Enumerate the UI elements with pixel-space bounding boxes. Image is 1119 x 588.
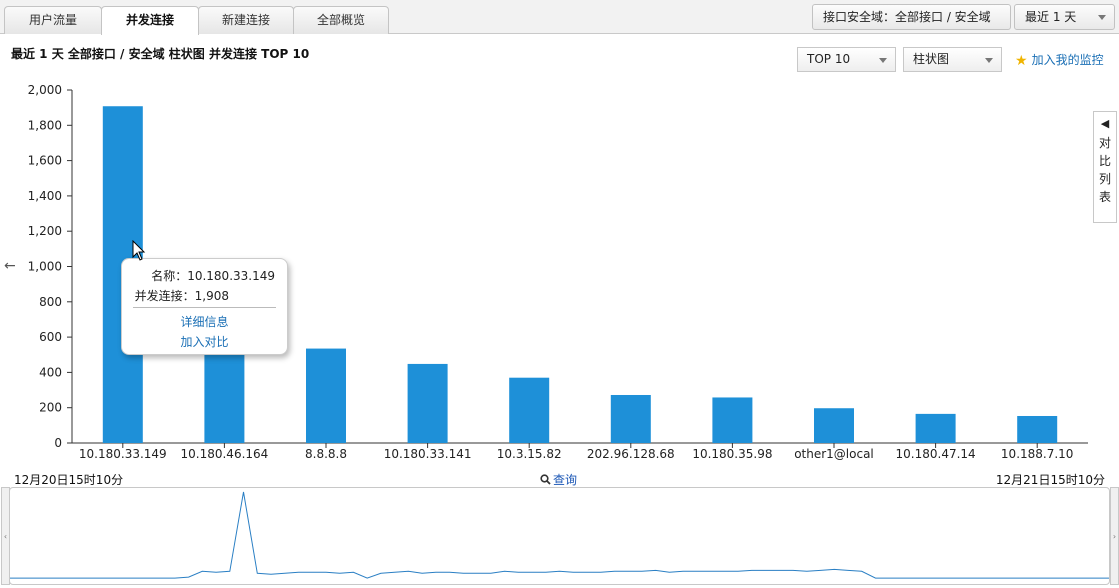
tab-user-traffic[interactable]: 用户流量 [4, 6, 102, 34]
collapse-left-icon: ◀ [1100, 117, 1110, 130]
y-tick-label: 1,000 [28, 260, 62, 274]
top-tab-bar: 用户流量 并发连接 新建连接 全部概览 接口安全域：全部接口 / 安全域 最近 … [0, 0, 1119, 35]
time-range-label: 最近 1 天 [1025, 10, 1077, 24]
tab-overview[interactable]: 全部概览 [293, 6, 389, 34]
chevron-down-icon [879, 58, 887, 63]
compare-panel-char: 列 [1098, 172, 1111, 186]
top-n-select[interactable]: TOP 10 [797, 47, 896, 72]
y-tick-label: 0 [54, 436, 62, 450]
interface-domain-label: 接口安全域：全部接口 / 安全域 [823, 10, 991, 24]
compare-panel-char: 对 [1098, 136, 1111, 150]
x-tick-label: other1@local [794, 447, 874, 461]
bar-chart: 0 200 400 600 800 1,000 1,200 1,400 1,600 1,800 2,… [28, 83, 1088, 461]
detail-info-link[interactable]: 详细信息 [180, 315, 229, 329]
add-compare-link[interactable]: 加入对比 [180, 335, 229, 349]
back-arrow-icon[interactable]: ← [4, 258, 16, 274]
query-button[interactable]: 查询 [540, 471, 577, 488]
search-icon [540, 474, 551, 485]
y-tick-label: 200 [39, 401, 62, 415]
x-tick-label: 202.96.128.68 [587, 447, 675, 461]
tab-new-connections[interactable]: 新建连接 [198, 6, 294, 34]
y-tick-label: 800 [39, 295, 62, 309]
compare-panel-char: 比 [1098, 154, 1111, 168]
add-monitor-link[interactable]: ★ 加入我的监控 [1015, 51, 1104, 69]
bar [712, 397, 753, 443]
x-tick-label: 10.180.33.141 [384, 447, 472, 461]
chart-type-label: 柱状图 [913, 52, 950, 66]
bar [306, 348, 346, 443]
bar-tooltip: 名称：10.180.33.149 并发连接：1,908 详细信息 加入对比 [121, 258, 288, 355]
query-label: 查询 [553, 473, 578, 487]
x-tick-label: 10.188.7.10 [1001, 447, 1074, 461]
tooltip-divider [133, 307, 276, 308]
star-icon: ★ [1015, 53, 1028, 69]
compare-list-panel[interactable]: ◀ 对 比 列 表 [1093, 111, 1117, 223]
bar [915, 413, 956, 443]
chevron-down-icon [985, 58, 993, 63]
bar [407, 363, 448, 443]
y-tick-label: 1,400 [28, 189, 62, 203]
chart-type-select[interactable]: 柱状图 [903, 47, 1002, 72]
overview-navigator[interactable] [9, 487, 1110, 585]
x-tick-label: 10.180.46.164 [181, 447, 269, 461]
overview-right-handle[interactable]: › [1110, 487, 1119, 585]
x-tick-label: 10.180.33.149 [79, 447, 167, 461]
y-tick-label: 1,600 [28, 154, 62, 168]
y-tick-label: 1,200 [28, 224, 62, 238]
x-tick-label: 8.8.8.8 [305, 447, 347, 461]
y-tick-label: 2,000 [28, 83, 62, 97]
x-tick-label: 10.180.35.98 [692, 447, 772, 461]
tooltip-name: 名称：10.180.33.149 [151, 269, 275, 283]
bar [610, 394, 651, 443]
bar [814, 408, 854, 443]
tooltip-value: 并发连接：1,908 [134, 289, 229, 303]
time-range-dropdown[interactable]: 最近 1 天 [1014, 4, 1115, 30]
range-end-label: 12月21日15时10分 [995, 473, 1105, 487]
y-tick-label: 600 [39, 330, 62, 344]
x-tick-label: 10.180.47.14 [896, 447, 976, 461]
bar [509, 377, 550, 443]
add-monitor-label: 加入我的监控 [1031, 53, 1104, 67]
overview-line-chart [10, 491, 1109, 579]
top-n-label: TOP 10 [807, 52, 851, 66]
compare-panel-char: 表 [1098, 190, 1111, 204]
tab-concurrent-connections[interactable]: 并发连接 [101, 6, 199, 35]
range-start-label: 12月20日15时10分 [14, 473, 124, 487]
overview-series-line [10, 491, 1109, 579]
chevron-down-icon [1098, 15, 1106, 20]
page-subtitle: 最近 1 天 全部接口 / 安全域 柱状图 并发连接 TOP 10 [11, 47, 310, 61]
y-tick-label: 1,800 [28, 118, 62, 132]
y-tick-label: 400 [39, 365, 62, 379]
x-tick-label: 10.3.15.82 [497, 447, 562, 461]
mouse-cursor-icon [132, 240, 146, 261]
interface-domain-button[interactable]: 接口安全域：全部接口 / 安全域 [812, 4, 1011, 30]
bar [1017, 415, 1058, 443]
